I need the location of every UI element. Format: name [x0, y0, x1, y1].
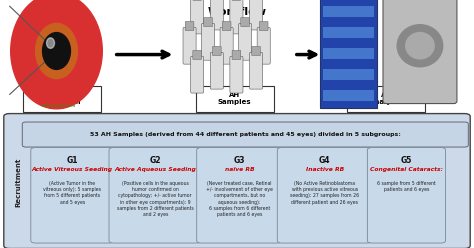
- FancyBboxPatch shape: [222, 21, 231, 31]
- FancyBboxPatch shape: [4, 114, 470, 248]
- FancyBboxPatch shape: [230, 56, 243, 93]
- FancyBboxPatch shape: [277, 148, 372, 243]
- FancyBboxPatch shape: [185, 21, 194, 31]
- FancyBboxPatch shape: [367, 148, 446, 243]
- Circle shape: [46, 38, 55, 48]
- Text: (Never treated case, Retinal
+/- involvement of other eye
compartments, but no
a: (Never treated case, Retinal +/- involve…: [206, 181, 273, 217]
- FancyBboxPatch shape: [238, 23, 252, 60]
- FancyBboxPatch shape: [249, 0, 263, 30]
- Ellipse shape: [36, 23, 77, 79]
- FancyBboxPatch shape: [347, 86, 425, 112]
- FancyBboxPatch shape: [220, 27, 233, 64]
- Text: AH
Analysis: AH Analysis: [370, 92, 403, 105]
- FancyBboxPatch shape: [383, 0, 457, 104]
- FancyBboxPatch shape: [197, 148, 282, 243]
- Text: G2: G2: [149, 156, 161, 165]
- FancyBboxPatch shape: [323, 48, 374, 59]
- Text: Workflow: Workflow: [208, 7, 266, 17]
- FancyBboxPatch shape: [323, 6, 374, 17]
- Text: AH
Samples: AH Samples: [218, 92, 251, 105]
- FancyBboxPatch shape: [210, 52, 223, 89]
- FancyBboxPatch shape: [252, 46, 260, 56]
- Text: G4: G4: [319, 156, 330, 165]
- FancyBboxPatch shape: [259, 21, 268, 31]
- FancyBboxPatch shape: [23, 86, 100, 112]
- Text: 6 sample from 5 different
patients and 6 eyes: 6 sample from 5 different patients and 6…: [377, 181, 436, 192]
- Text: G1: G1: [66, 156, 78, 165]
- Text: G3: G3: [234, 156, 245, 165]
- FancyBboxPatch shape: [22, 122, 468, 147]
- FancyBboxPatch shape: [204, 17, 212, 27]
- Text: Active Aqueous Seeding: Active Aqueous Seeding: [114, 167, 196, 172]
- FancyBboxPatch shape: [31, 148, 114, 243]
- Text: 53 AH Samples (derived from 44 different patients and 45 eyes) divided in 5 subg: 53 AH Samples (derived from 44 different…: [90, 132, 401, 137]
- FancyBboxPatch shape: [323, 91, 374, 101]
- FancyBboxPatch shape: [232, 50, 241, 60]
- FancyBboxPatch shape: [323, 27, 374, 38]
- Text: (No Active Retinoblastoma
with previous active vitreous
seeding): 27 samples fro: (No Active Retinoblastoma with previous …: [290, 181, 359, 205]
- Text: (Active Tumor in the
vitreous only): 5 samples
from 5 different patients
and 5 e: (Active Tumor in the vitreous only): 5 s…: [43, 181, 101, 205]
- Text: Inactive RB: Inactive RB: [306, 167, 344, 172]
- Circle shape: [397, 25, 443, 67]
- FancyBboxPatch shape: [193, 50, 201, 60]
- Text: G5: G5: [401, 156, 412, 165]
- Circle shape: [43, 32, 71, 69]
- Text: Recruitment: Recruitment: [15, 157, 21, 207]
- FancyBboxPatch shape: [320, 0, 377, 107]
- Ellipse shape: [11, 0, 102, 109]
- FancyBboxPatch shape: [210, 0, 223, 30]
- FancyBboxPatch shape: [201, 23, 215, 60]
- Text: (Positive cells in the aqueous
humor confirmed on
cytopathology; +/- active tumo: (Positive cells in the aqueous humor con…: [117, 181, 193, 217]
- FancyBboxPatch shape: [230, 0, 243, 34]
- FancyBboxPatch shape: [323, 69, 374, 80]
- FancyBboxPatch shape: [241, 17, 249, 27]
- FancyBboxPatch shape: [257, 27, 270, 64]
- FancyBboxPatch shape: [109, 148, 201, 243]
- Text: naïve RB: naïve RB: [225, 167, 254, 172]
- FancyBboxPatch shape: [195, 86, 274, 112]
- Circle shape: [406, 32, 434, 59]
- Text: AH
Collection: AH Collection: [42, 92, 82, 105]
- FancyBboxPatch shape: [212, 46, 221, 56]
- Text: Congenital Cataracts:: Congenital Cataracts:: [370, 167, 443, 172]
- FancyBboxPatch shape: [249, 52, 263, 89]
- FancyBboxPatch shape: [191, 56, 204, 93]
- Text: Retinoblastoma: Retinoblastoma: [42, 103, 77, 107]
- FancyBboxPatch shape: [191, 0, 204, 34]
- Text: Active Vitreous Seeding: Active Vitreous Seeding: [32, 167, 113, 172]
- FancyBboxPatch shape: [183, 27, 196, 64]
